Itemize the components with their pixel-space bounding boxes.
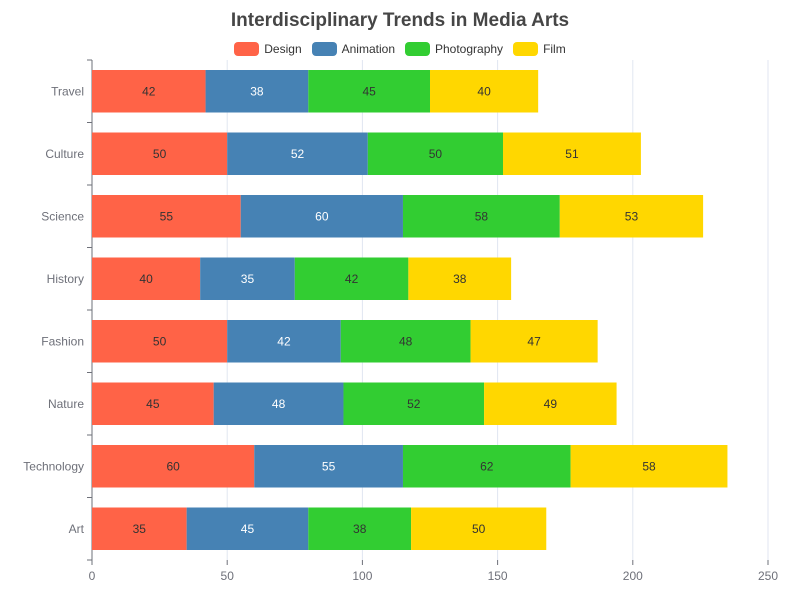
legend-label: Film <box>543 42 566 56</box>
bar-film-fashion <box>470 320 598 363</box>
x-tick-label: 150 <box>488 569 508 583</box>
bar-label: 53 <box>625 209 639 223</box>
legend-item-photography[interactable]: Photography <box>405 42 503 56</box>
category-label-travel: Travel <box>51 84 84 98</box>
bar-label: 58 <box>642 459 656 473</box>
bar-label: 55 <box>160 209 174 223</box>
bar-label: 42 <box>277 334 291 348</box>
bar-label: 50 <box>429 147 443 161</box>
bar-animation-science <box>240 195 403 238</box>
x-tick-label: 0 <box>89 569 96 583</box>
bar-film-culture <box>503 132 641 175</box>
bar-label: 48 <box>399 334 413 348</box>
bar-film-travel <box>430 70 539 113</box>
legend-swatch <box>311 42 337 56</box>
legend-item-film[interactable]: Film <box>513 42 566 56</box>
legend-label: Design <box>264 42 302 56</box>
bar-animation-travel <box>205 70 309 113</box>
bar-label: 62 <box>480 459 494 473</box>
bar-design-science <box>92 195 241 238</box>
bar-film-art <box>411 507 547 550</box>
bar-label: 45 <box>362 84 376 98</box>
bar-label: 60 <box>315 209 329 223</box>
bar-film-nature <box>484 382 617 425</box>
bar-photography-nature <box>343 382 485 425</box>
bar-label: 50 <box>153 334 167 348</box>
bar-animation-technology <box>254 445 403 488</box>
bar-film-technology <box>570 445 728 488</box>
legend-swatch <box>234 42 260 56</box>
bar-photography-fashion <box>340 320 471 363</box>
bar-design-history <box>92 257 201 300</box>
chart-title: Interdisciplinary Trends in Media Arts <box>230 10 570 31</box>
bar-label: 50 <box>472 522 486 536</box>
bar-animation-fashion <box>227 320 341 363</box>
bar-label: 38 <box>250 84 264 98</box>
bar-design-art <box>92 507 187 550</box>
category-label-fashion: Fashion <box>41 334 84 348</box>
bar-animation-culture <box>227 132 368 175</box>
bar-photography-history <box>294 257 409 300</box>
category-label-technology: Technology <box>23 459 84 473</box>
bar-design-fashion <box>92 320 228 363</box>
bar-label: 38 <box>353 522 367 536</box>
category-label-history: History <box>47 272 84 286</box>
bar-label: 60 <box>166 459 180 473</box>
bar-label: 42 <box>142 84 156 98</box>
legend: Design Animation Photography Film <box>0 42 800 56</box>
legend-swatch <box>513 42 539 56</box>
bar-label: 58 <box>475 209 489 223</box>
x-tick-label: 200 <box>623 569 643 583</box>
category-label-culture: Culture <box>45 147 84 161</box>
category-label-art: Art <box>69 522 85 536</box>
bar-label: 42 <box>345 272 359 286</box>
bar-animation-history <box>200 257 295 300</box>
bar-photography-technology <box>402 445 571 488</box>
bar-design-culture <box>92 132 228 175</box>
x-tick-label: 50 <box>221 569 235 583</box>
bar-design-travel <box>92 70 206 113</box>
bar-label: 45 <box>146 397 160 411</box>
bar-label: 40 <box>139 272 153 286</box>
bar-label: 50 <box>153 147 167 161</box>
x-tick-label: 250 <box>758 569 778 583</box>
bar-label: 38 <box>453 272 467 286</box>
bar-photography-culture <box>367 132 504 175</box>
legend-label: Photography <box>435 42 504 56</box>
bar-label: 48 <box>272 397 286 411</box>
bar-film-science <box>559 195 704 238</box>
bar-label: 35 <box>241 272 255 286</box>
bar-label: 51 <box>565 147 579 161</box>
bar-label: 45 <box>241 522 255 536</box>
bar-animation-nature <box>213 382 344 425</box>
bar-label: 47 <box>527 334 541 348</box>
bar-design-nature <box>92 382 214 425</box>
bar-photography-travel <box>308 70 430 113</box>
bar-animation-art <box>186 507 309 550</box>
bar-label: 52 <box>407 397 421 411</box>
bar-label: 52 <box>291 147 305 161</box>
category-label-nature: Nature <box>48 397 84 411</box>
bar-photography-science <box>402 195 560 238</box>
bar-label: 40 <box>477 84 491 98</box>
bar-label: 49 <box>544 397 558 411</box>
bar-label: 55 <box>322 459 336 473</box>
legend-label: Animation <box>341 42 395 56</box>
bar-design-technology <box>92 445 255 488</box>
bar-film-history <box>408 257 512 300</box>
bar-label: 35 <box>133 522 147 536</box>
bar-photography-art <box>308 507 412 550</box>
x-tick-label: 100 <box>352 569 372 583</box>
legend-item-design[interactable]: Design <box>234 42 302 56</box>
legend-item-animation[interactable]: Animation <box>311 42 395 56</box>
legend-swatch <box>405 42 430 56</box>
category-label-science: Science <box>41 209 84 223</box>
